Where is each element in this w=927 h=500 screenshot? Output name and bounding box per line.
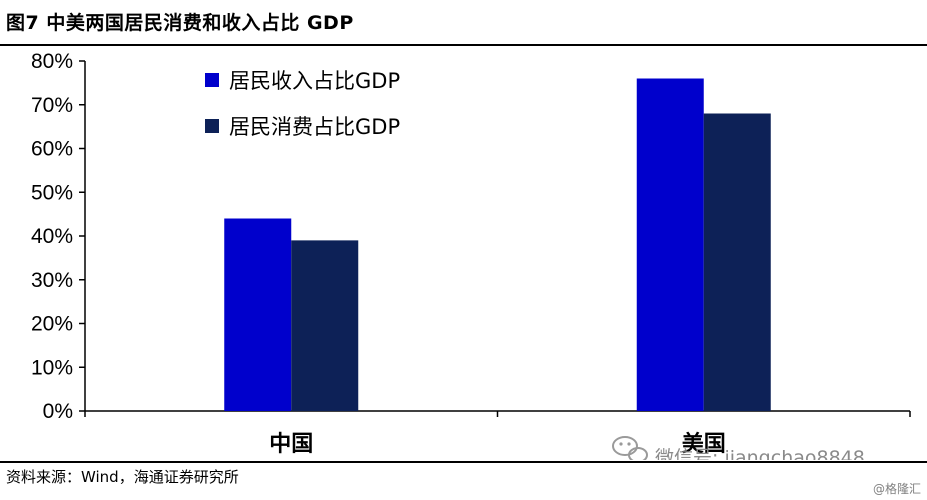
y-tick-label: 80%: [31, 50, 73, 73]
legend-swatch: [205, 119, 219, 133]
watermark: 微信号: jiangchao8848: [612, 436, 865, 460]
bar-chart: 0% 10% 20% 30% 40% 50% 60% 70% 80% 中国 美国 居民收入占比GD…: [31, 50, 911, 460]
bar: [291, 240, 359, 411]
bar: [636, 78, 704, 411]
bar: [703, 113, 771, 411]
title-divider: [0, 44, 927, 46]
figure-title: 图7 中美两国居民消费和收入占比 GDP: [6, 12, 354, 34]
legend-label: 居民收入占比GDP: [229, 69, 400, 93]
y-tick-label: 20%: [31, 313, 73, 336]
legend-swatch: [205, 73, 219, 87]
y-tick-label: 60%: [31, 138, 73, 161]
watermark-credit: @格隆汇: [872, 482, 921, 496]
y-axis: 0% 10% 20% 30% 40% 50% 60% 70% 80%: [31, 50, 86, 423]
legend: 居民收入占比GDP 居民消费占比GDP: [205, 69, 400, 139]
y-tick-label: 10%: [31, 356, 73, 379]
legend-label: 居民消费占比GDP: [229, 115, 400, 139]
x-category-label: 美国: [682, 431, 726, 457]
bars: [224, 78, 771, 411]
x-axis: 中国 美国: [84, 410, 911, 457]
source-note: 资料来源：Wind，海通证券研究所: [6, 466, 239, 487]
watermark-text: 微信号: jiangchao8848: [655, 447, 865, 460]
source-divider: [0, 461, 927, 463]
wechat-icon: [612, 436, 648, 460]
bar: [224, 218, 292, 411]
y-tick-label: 40%: [31, 225, 73, 248]
y-tick-label: 50%: [31, 181, 73, 204]
source-label: 资料来源：Wind，海通证券研究所: [6, 468, 239, 486]
x-category-label: 中国: [269, 432, 313, 457]
y-tick-label: 30%: [31, 269, 73, 292]
y-tick-label: 0%: [43, 400, 73, 423]
y-tick-label: 70%: [31, 94, 73, 117]
